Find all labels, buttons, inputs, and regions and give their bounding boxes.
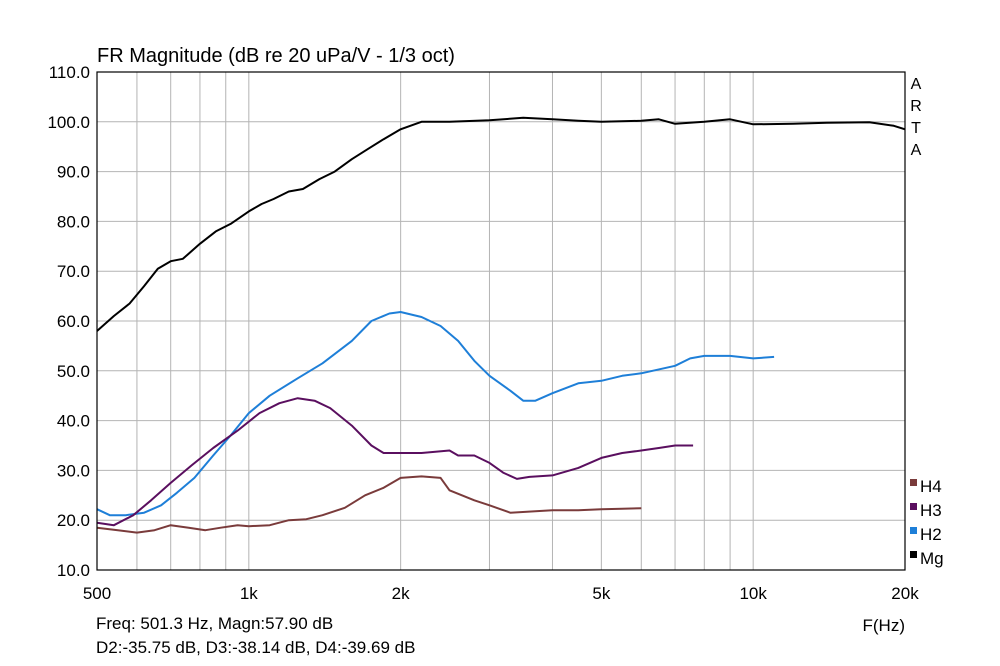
- y-tick-label: 30.0: [57, 461, 90, 480]
- plot-frame: [96, 71, 906, 571]
- legend-label: H2: [920, 525, 942, 544]
- y-tick-label: 50.0: [57, 362, 90, 381]
- y-tick-label: 40.0: [57, 412, 90, 431]
- series-line-h4: [96, 475, 642, 534]
- chart-title: FR Magnitude (dB re 20 uPa/V - 1/3 oct): [97, 45, 455, 67]
- x-tick-label: 5k: [592, 584, 610, 603]
- cursor-readout: Freq: 501.3 Hz, Magn:57.90 dB: [96, 614, 334, 633]
- legend-label: H4: [920, 477, 942, 496]
- legend-swatch: [910, 503, 917, 510]
- legend-label: Mg: [920, 549, 944, 568]
- brand-letter: R: [910, 98, 922, 115]
- series-lines: [96, 116, 906, 534]
- series-line-h2: [96, 311, 775, 517]
- y-tick-label: 60.0: [57, 312, 90, 331]
- x-tick-label: 10k: [739, 584, 767, 603]
- brand-letter: A: [911, 76, 922, 93]
- legend-swatch: [910, 527, 917, 534]
- x-axis-ticks: 500 1k 2k 5k 10k 20k: [83, 584, 919, 603]
- legend-swatch: [910, 479, 917, 486]
- y-tick-label: 90.0: [57, 163, 90, 182]
- y-tick-label: 100.0: [47, 113, 90, 132]
- y-tick-label: 10.0: [57, 561, 90, 580]
- y-tick-label: 110.0: [49, 63, 90, 82]
- series-line-h3: [96, 397, 694, 527]
- distortion-readout: D2:-35.75 dB, D3:-38.14 dB, D4:-39.69 dB: [96, 638, 416, 657]
- brand-letter: T: [911, 120, 921, 137]
- brand-letter: A: [911, 142, 922, 159]
- y-axis-ticks: 10.0 20.0 30.0 40.0 50.0 60.0 70.0 80.0 90.0 100.…: [47, 63, 90, 580]
- x-axis-label: F(Hz): [863, 616, 905, 635]
- x-tick-label: 20k: [891, 584, 919, 603]
- y-tick-label: 80.0: [57, 212, 90, 231]
- legend: H4 H3 H2 Mg: [910, 477, 944, 568]
- x-tick-label: 500: [83, 584, 111, 603]
- x-tick-label: 2k: [392, 584, 410, 603]
- y-tick-label: 20.0: [57, 511, 90, 530]
- x-tick-label: 1k: [240, 584, 258, 603]
- series-line-mg: [96, 116, 906, 332]
- y-tick-label: 70.0: [57, 262, 90, 281]
- legend-swatch: [910, 551, 917, 558]
- legend-label: H3: [920, 501, 942, 520]
- grid-lines: [96, 71, 906, 571]
